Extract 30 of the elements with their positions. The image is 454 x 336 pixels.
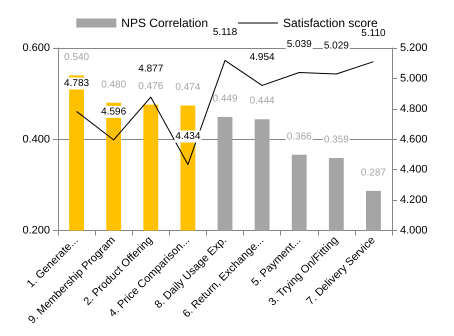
data-label: 0.480 — [101, 79, 127, 90]
data-label: 4.434 — [175, 131, 201, 142]
y2-tick-label: 4.000 — [400, 224, 428, 237]
y2-tick-label: 4.800 — [400, 102, 428, 115]
y2-tick-label: 5.000 — [400, 72, 428, 84]
data-label: 5.110 — [361, 28, 386, 40]
data-label: 0.474 — [175, 82, 201, 94]
y-tick-label: 0.600 — [22, 42, 50, 54]
data-label: 0.366 — [286, 131, 312, 142]
data-label: 4.954 — [250, 52, 276, 63]
data-label: 0.449 — [212, 93, 238, 104]
legend-label: Satisfaction score — [282, 16, 378, 30]
data-label: 4.596 — [101, 106, 127, 118]
y2-tick-label: 4.200 — [400, 194, 428, 206]
data-label: 0.287 — [360, 167, 386, 178]
data-label: 5.039 — [286, 38, 312, 50]
data-label: 0.359 — [324, 134, 350, 146]
y2-tick-label: 4.400 — [400, 164, 428, 176]
data-label: 5.029 — [324, 40, 350, 52]
data-label: 0.540 — [64, 52, 90, 63]
data-label: 4.877 — [138, 64, 164, 75]
legend-label: NPS Correlation — [121, 16, 208, 30]
data-label: 5.118 — [212, 26, 238, 38]
data-label: 0.476 — [138, 81, 164, 92]
y-tick-label: 0.200 — [22, 224, 50, 237]
data-label: 4.783 — [64, 78, 90, 89]
y2-tick-label: 4.600 — [400, 133, 428, 146]
y-tick-label: 0.400 — [22, 133, 50, 146]
data-label: 0.444 — [250, 96, 276, 107]
y2-tick-label: 5.200 — [400, 42, 428, 54]
